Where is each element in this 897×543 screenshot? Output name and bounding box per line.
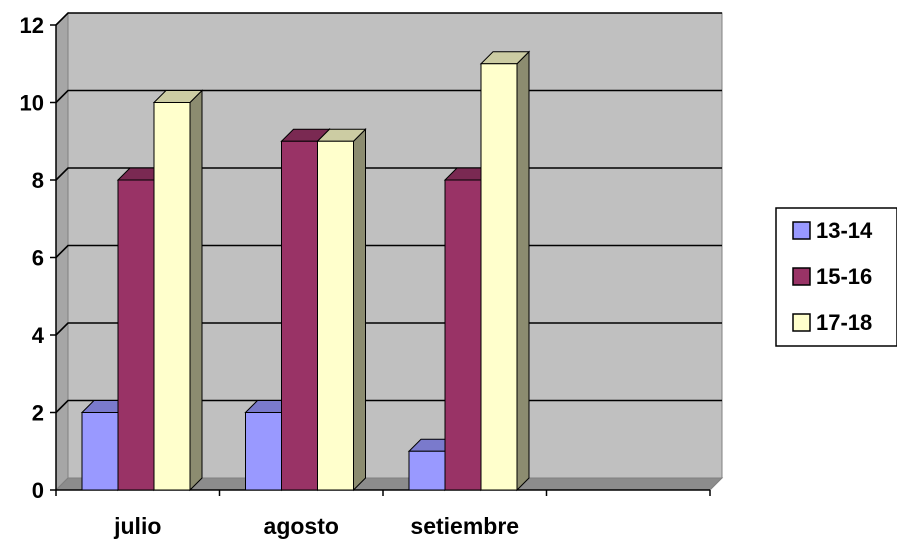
legend-swatch (792, 221, 811, 240)
legend: 13-14 15-16 17-18 (775, 207, 897, 347)
bar-side-face (516, 50, 530, 492)
bar-front-face (245, 412, 282, 491)
y-tick-label: 6 (32, 246, 44, 271)
y-axis-tick-labels: 0 2 4 6 8 10 12 (20, 13, 45, 503)
x-category-label: setiembre (410, 513, 519, 539)
bar-front-face (81, 412, 119, 491)
y-tick-label: 12 (20, 13, 44, 38)
x-category-label: agosto (264, 513, 339, 539)
y-tick-label: 8 (32, 168, 44, 193)
bar-front-face (117, 179, 155, 491)
x-category-label: julio (113, 513, 161, 539)
bars (80, 50, 531, 492)
x-axis-category-labels: julio agosto setiembre (113, 513, 519, 539)
legend-label: 13-14 (816, 218, 873, 243)
legend-swatch (792, 313, 811, 332)
legend-swatch (792, 267, 811, 286)
y-tick-label: 4 (32, 323, 45, 348)
bar (479, 50, 531, 492)
bar-front-face (408, 450, 446, 491)
bar-front-face (281, 140, 318, 491)
bar (152, 89, 204, 492)
legend-item: 17-18 (792, 310, 872, 335)
legend-item: 15-16 (792, 264, 872, 289)
bar-front-face (317, 140, 354, 491)
legend-label: 15-16 (816, 264, 872, 289)
y-tick-label: 10 (20, 91, 44, 116)
y-tick-label: 2 (32, 401, 44, 426)
bar-front-face (444, 179, 482, 491)
legend-item: 13-14 (792, 218, 873, 243)
bar (316, 128, 367, 492)
gridline (55, 12, 722, 26)
bar-side-face (353, 128, 366, 492)
bar-front-face (153, 102, 191, 491)
bar-side-face (189, 89, 203, 492)
bar-front-face (480, 63, 518, 491)
y-tick-label: 0 (32, 478, 44, 503)
legend-label: 17-18 (816, 310, 872, 335)
